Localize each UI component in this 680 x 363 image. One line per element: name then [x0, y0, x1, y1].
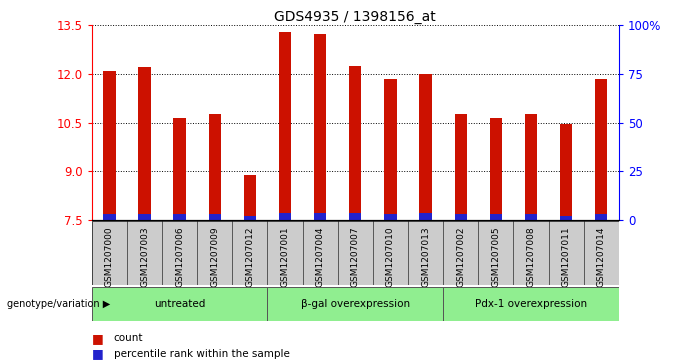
Text: GSM1207000: GSM1207000: [105, 227, 114, 287]
Bar: [279, 213, 291, 220]
Bar: [279, 32, 291, 220]
Text: percentile rank within the sample: percentile rank within the sample: [114, 349, 290, 359]
Text: count: count: [114, 333, 143, 343]
Bar: [314, 213, 326, 220]
Bar: [420, 213, 432, 220]
Title: GDS4935 / 1398156_at: GDS4935 / 1398156_at: [275, 11, 436, 24]
Bar: [454, 214, 467, 220]
Bar: [103, 214, 116, 220]
Text: GSM1207001: GSM1207001: [281, 227, 290, 287]
Text: GSM1207002: GSM1207002: [456, 227, 465, 287]
Text: GSM1207014: GSM1207014: [597, 227, 606, 287]
Text: GSM1207009: GSM1207009: [210, 227, 219, 287]
Text: GSM1207010: GSM1207010: [386, 227, 395, 287]
Bar: [243, 175, 256, 220]
Text: GSM1207013: GSM1207013: [421, 227, 430, 287]
Bar: [384, 79, 396, 220]
Text: ■: ■: [92, 347, 103, 360]
Bar: [443, 287, 619, 321]
Text: GSM1207007: GSM1207007: [351, 227, 360, 287]
Bar: [314, 33, 326, 220]
Text: GSM1207006: GSM1207006: [175, 227, 184, 287]
Text: Pdx-1 overexpression: Pdx-1 overexpression: [475, 299, 587, 309]
Bar: [384, 214, 396, 220]
Text: GSM1207003: GSM1207003: [140, 227, 149, 287]
Bar: [525, 214, 537, 220]
Bar: [595, 79, 607, 220]
Bar: [525, 114, 537, 220]
Bar: [454, 114, 467, 220]
Text: GSM1207004: GSM1207004: [316, 227, 324, 287]
Text: GSM1207005: GSM1207005: [492, 227, 500, 287]
Bar: [349, 66, 362, 220]
Text: ■: ■: [92, 332, 103, 345]
Bar: [595, 214, 607, 220]
Bar: [349, 213, 362, 220]
Bar: [173, 214, 186, 220]
Text: GSM1207008: GSM1207008: [526, 227, 535, 287]
Bar: [209, 114, 221, 220]
Text: GSM1207011: GSM1207011: [562, 227, 571, 287]
Bar: [267, 287, 443, 321]
Bar: [490, 214, 502, 220]
Bar: [209, 214, 221, 220]
Text: untreated: untreated: [154, 299, 205, 309]
Text: GSM1207012: GSM1207012: [245, 227, 254, 287]
Text: genotype/variation ▶: genotype/variation ▶: [7, 299, 110, 309]
Bar: [173, 118, 186, 220]
Bar: [560, 216, 573, 220]
Bar: [420, 74, 432, 220]
Bar: [138, 214, 151, 220]
Bar: [490, 118, 502, 220]
Bar: [560, 124, 573, 220]
Text: β-gal overexpression: β-gal overexpression: [301, 299, 410, 309]
Bar: [243, 216, 256, 220]
Bar: [138, 68, 151, 220]
Bar: [92, 287, 267, 321]
Bar: [103, 71, 116, 220]
